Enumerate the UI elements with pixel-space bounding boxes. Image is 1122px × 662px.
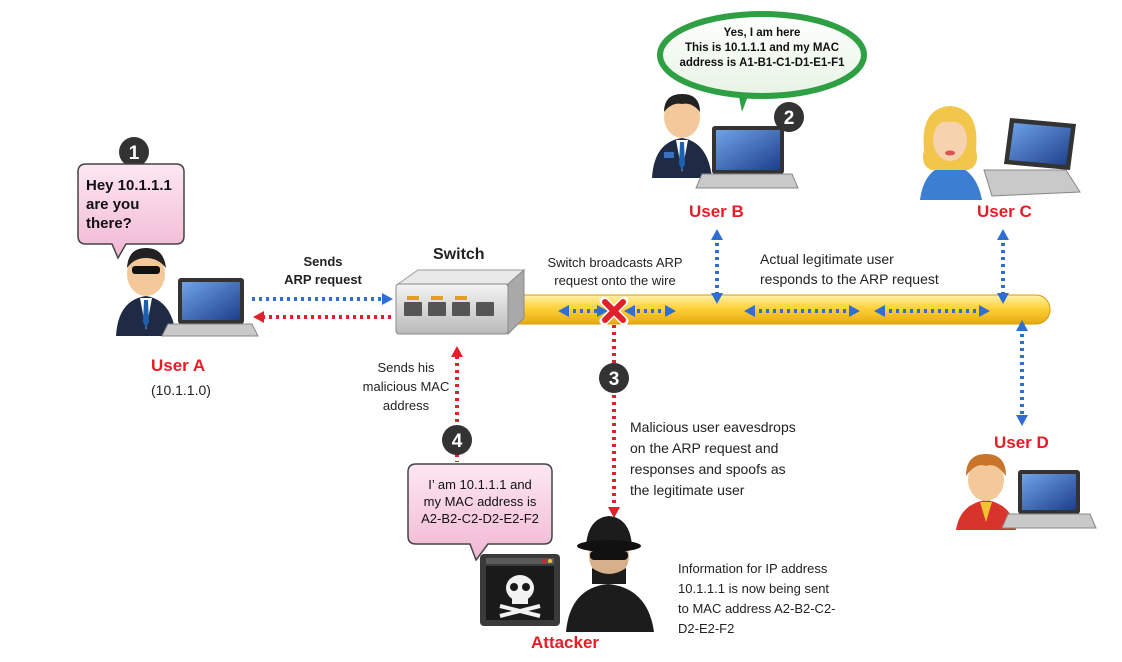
step-2-number: 2 (784, 108, 795, 129)
info-line-1: Information for IP address (678, 561, 828, 576)
broadcast-line-2: request onto the wire (554, 273, 676, 288)
user-a-label: User A (151, 356, 206, 375)
step-4-number: 4 (452, 431, 463, 452)
legit-line-1: Actual legitimate user (760, 251, 894, 267)
wire-arrowheads (558, 305, 990, 317)
user-b-label: User B (689, 202, 744, 221)
legit-user-annotation: Actual legitimate user responds to the A… (760, 249, 939, 289)
user-a-avatar-icon (116, 248, 176, 336)
sends-arp-line-1: Sends (303, 254, 343, 269)
eavesdrop-line-4: the legitimate user (630, 482, 745, 498)
switch-label: Switch (433, 246, 485, 263)
attacker-bubble-line-1: I’ am 10.1.1.1 and (428, 477, 532, 492)
user-a-bubble-text: Hey 10.1.1.1 are you there? (86, 176, 172, 233)
info-line-3: to MAC address A2-B2-C2- (678, 601, 836, 616)
eavesdrop-line-2: on the ARP request and (630, 440, 779, 456)
user-d-avatar-icon (956, 454, 1016, 530)
user-c-label: User C (977, 202, 1032, 221)
attacker-bubble-line-3: A2-B2-C2-D2-E2-F2 (421, 511, 539, 526)
intercept-x-icon (599, 296, 629, 326)
user-b-bubble-line-2: This is 10.1.1.1 and my MAC (684, 42, 840, 54)
attacker-avatar-icon (566, 516, 654, 632)
step-2-badge: 2 (774, 102, 804, 132)
eavesdrop-line-3: responses and spoofs as (630, 461, 786, 477)
step-1-badge: 1 (119, 137, 149, 167)
legit-line-2: responds to the ARP request (760, 271, 939, 287)
user-b-avatar-icon (652, 94, 712, 178)
sends-arp-annotation: Sends ARP request (268, 253, 378, 289)
info-annotation: Information for IP address 10.1.1.1 is n… (678, 559, 836, 639)
sends-arp-line-2: ARP request (284, 272, 362, 287)
user-a-bubble-line-2: are you (86, 196, 140, 213)
user-d-label: User D (994, 433, 1049, 452)
step-3-number: 3 (609, 369, 620, 390)
user-b-bubble-line-3: address is A1-B1-C1-D1-E1-F1 (679, 57, 845, 69)
user-a-bubble-line-3: there? (86, 215, 132, 232)
malicious-mac-annotation: Sends his malicious MAC address (356, 358, 456, 415)
info-line-2: 10.1.1.1 is now being sent (678, 581, 830, 596)
user-b-bubble-text: Yes, I am here This is 10.1.1.1 and my M… (668, 26, 856, 71)
user-a-speech-bubble (77, 163, 185, 260)
eavesdrop-annotation: Malicious user eavesdrops on the ARP req… (630, 417, 796, 501)
info-line-4: D2-E2-F2 (678, 621, 735, 636)
step-4-badge: 4 (442, 425, 472, 455)
step-1-number: 1 (129, 143, 140, 164)
malicious-mac-line-3: address (382, 398, 430, 413)
user-a-laptop-icon (161, 278, 259, 337)
user-a-ip: (10.1.1.0) (151, 382, 211, 398)
user-b-speech-bubble (657, 11, 867, 99)
attacker-speech-bubble (407, 463, 553, 562)
user-a-bubble-line-1: Hey 10.1.1.1 (86, 177, 172, 194)
step-3-badge: 3 (599, 363, 629, 393)
user-d-laptop-icon (1001, 470, 1097, 529)
skull-screen-icon (480, 554, 560, 626)
user-b-bubble-line-1: Yes, I am here (723, 27, 801, 39)
broadcast-annotation: Switch broadcasts ARP request onto the w… (530, 254, 700, 290)
attacker-label: Attacker (531, 633, 600, 652)
user-c-avatar-icon (920, 106, 982, 200)
eavesdrop-line-1: Malicious user eavesdrops (630, 419, 796, 435)
malicious-mac-line-2: malicious MAC (362, 379, 450, 394)
user-b-laptop-icon (695, 126, 799, 189)
malicious-mac-line-1: Sends his (377, 360, 435, 375)
broadcast-line-1: Switch broadcasts ARP (547, 255, 683, 270)
attacker-bubble-text: I’ am 10.1.1.1 and my MAC address is A2-… (408, 476, 552, 527)
user-c-laptop-icon (983, 118, 1081, 197)
attacker-bubble-line-2: my MAC address is (423, 494, 537, 509)
switch-device-icon (395, 268, 526, 336)
